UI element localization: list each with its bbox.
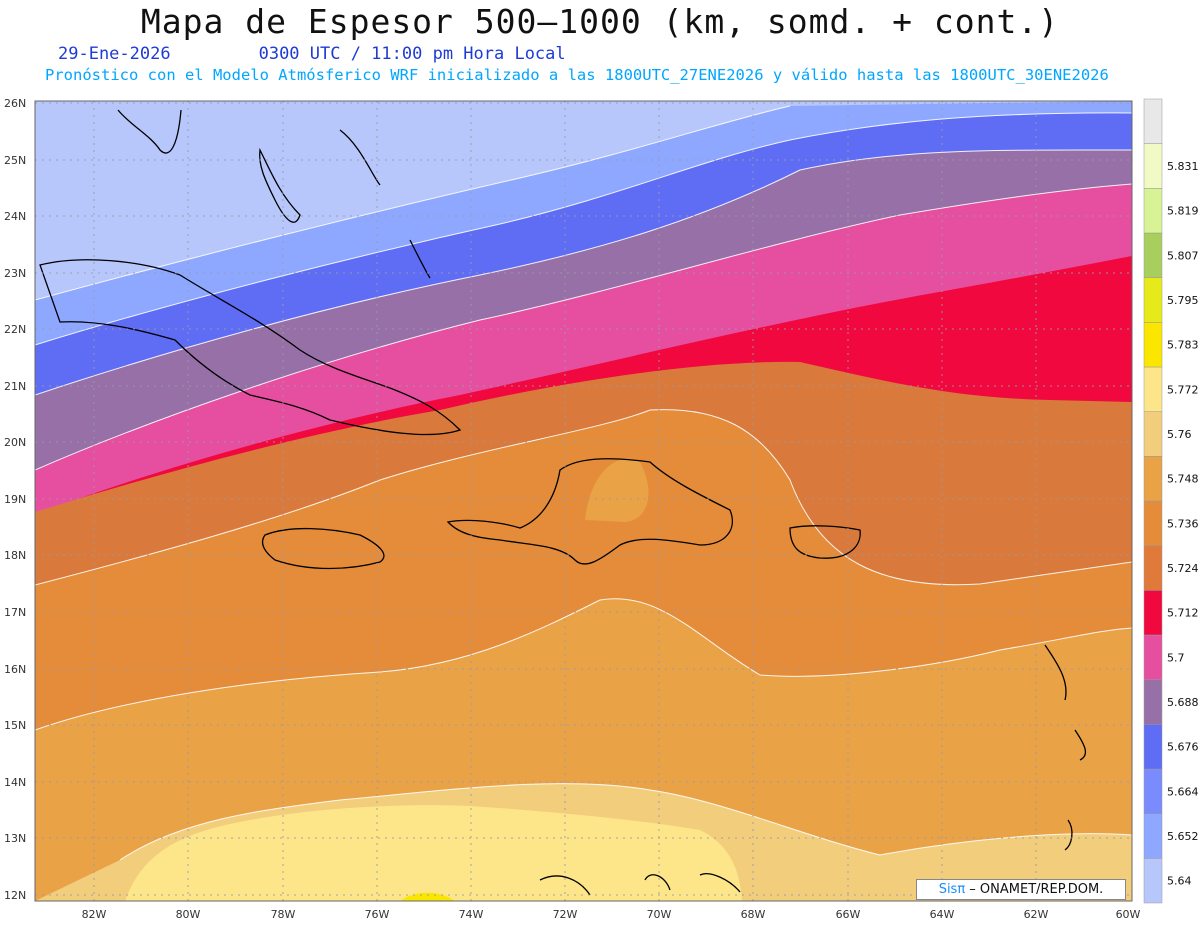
thickness-bands (35, 101, 1132, 901)
bahamas-eleuthera (339, 129, 381, 186)
lon-label: 72W (553, 908, 578, 921)
lon-label: 74W (459, 908, 484, 921)
lon-label: 80W (176, 908, 201, 921)
florida-coast (117, 109, 182, 154)
lon-label: 78W (271, 908, 296, 921)
colorbar-segment (1143, 232, 1163, 278)
colorbar-label: 5.819 (1167, 205, 1199, 218)
st-vincent (1064, 819, 1073, 851)
forecast-date: 29-Ene-2026 (58, 44, 171, 64)
colorbar-segment (1143, 366, 1163, 412)
band-5772 (125, 805, 742, 901)
colorbar-segment (1143, 143, 1163, 189)
colorbar-segment (1143, 679, 1163, 725)
map-frame (34, 100, 1133, 902)
cuba-coast (39, 259, 462, 436)
lon-label: 76W (365, 908, 390, 921)
graticule (35, 101, 1132, 901)
martinique (1074, 729, 1087, 761)
lat-label: 18N (4, 549, 26, 562)
credit-box: Sisπ – ONAMET/REP.DOM. (916, 879, 1126, 900)
bahamas-long-island (409, 239, 431, 279)
lat-label: 26N (4, 97, 26, 110)
lat-label: 12N (4, 889, 26, 902)
bahamas-andros (259, 147, 301, 223)
lon-label: 62W (1024, 908, 1049, 921)
colorbar-label: 5.676 (1167, 741, 1199, 754)
lat-label: 17N (4, 606, 26, 619)
map-title: Mapa de Espesor 500—1000 (km, somd. + co… (140, 2, 1060, 41)
jamaica-coast (261, 527, 385, 570)
colorbar-label: 5.688 (1167, 696, 1199, 709)
lat-label: 20N (4, 436, 26, 449)
curacao-coast (539, 875, 591, 896)
lon-label: 64W (930, 908, 955, 921)
colorbar-label: 5.807 (1167, 249, 1199, 262)
lat-label: 23N (4, 267, 26, 280)
lon-label: 66W (836, 908, 861, 921)
latitude-labels: 26N 25N 24N 23N 22N 21N 20N 19N 18N 17N … (4, 97, 26, 902)
lon-label: 68W (741, 908, 766, 921)
colorbar-label: 5.748 (1167, 473, 1199, 486)
lat-label: 22N (4, 323, 26, 336)
longitude-labels: 82W 80W 78W 76W 74W 72W 70W 68W 66W 64W … (82, 908, 1141, 921)
forecast-time: 0300 UTC / 11:00 pm Hora Local (258, 44, 566, 64)
colorbar-segment (1143, 813, 1163, 859)
credit-text: – ONAMET/REP.DOM. (965, 882, 1104, 897)
contour-lines (35, 105, 1132, 861)
colorbar-label: 5.783 (1167, 339, 1199, 352)
band-5736-island (585, 458, 649, 522)
colorbar-label: 5.64 (1167, 875, 1192, 888)
colorbar-segment (1143, 545, 1163, 591)
colorbar-label: 5.831 (1167, 160, 1199, 173)
hispaniola-coast (446, 458, 733, 565)
colorbar-segment (1143, 858, 1163, 904)
coastlines (39, 109, 1087, 896)
venezuela-coast (699, 873, 741, 893)
colorbar-segment (1143, 634, 1163, 680)
colorbar-label: 5.795 (1167, 294, 1199, 307)
colorbar-segment (1143, 98, 1163, 144)
lesser-antilles-a (1044, 644, 1067, 701)
model-info: Pronóstico con el Modelo Atmósferico WRF… (45, 66, 1109, 84)
puerto-rico-coast (789, 525, 861, 559)
lat-label: 25N (4, 154, 26, 167)
lon-label: 82W (82, 908, 107, 921)
colorbar-segment (1143, 724, 1163, 770)
colorbar-label: 5.736 (1167, 517, 1199, 530)
colorbar: 5.64 5.652 5.664 5.676 5.688 5.7 5.712 5.724 5.7… (1143, 98, 1199, 904)
colorbar-segment (1143, 768, 1163, 814)
lat-label: 15N (4, 719, 26, 732)
aruba-coast (644, 874, 671, 891)
lat-label: 14N (4, 776, 26, 789)
colorbar-label: 5.724 (1167, 562, 1199, 575)
lat-label: 13N (4, 832, 26, 845)
lat-label: 24N (4, 210, 26, 223)
credit-brand: Sisπ (938, 882, 966, 897)
colorbar-segment (1143, 500, 1163, 546)
lat-label: 21N (4, 380, 26, 393)
colorbar-label: 5.652 (1167, 830, 1199, 843)
colorbar-label: 5.664 (1167, 785, 1199, 798)
lat-label: 19N (4, 493, 26, 506)
lat-label: 16N (4, 663, 26, 676)
colorbar-segment (1143, 188, 1163, 234)
colorbar-segment (1143, 411, 1163, 457)
colorbar-segment (1143, 590, 1163, 636)
lon-label: 60W (1116, 908, 1141, 921)
colorbar-segment (1143, 277, 1163, 323)
colorbar-segment (1143, 322, 1163, 368)
colorbar-segment (1143, 456, 1163, 502)
lon-label: 70W (647, 908, 672, 921)
colorbar-label: 5.7 (1167, 651, 1185, 664)
colorbar-label: 5.712 (1167, 607, 1199, 620)
colorbar-label: 5.772 (1167, 383, 1199, 396)
forecast-subtitle: 29-Ene-2026 0300 UTC / 11:00 pm Hora Loca… (58, 44, 566, 64)
colorbar-label: 5.76 (1167, 428, 1192, 441)
